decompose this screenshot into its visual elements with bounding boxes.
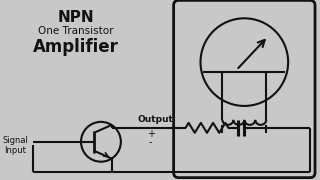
Text: Output: Output <box>138 115 174 124</box>
Text: -: - <box>149 137 152 147</box>
Text: One Transistor: One Transistor <box>38 26 114 36</box>
Text: NPN: NPN <box>58 10 94 25</box>
Text: Amplifier: Amplifier <box>33 38 119 56</box>
Text: Signal
Input: Signal Input <box>2 136 28 155</box>
Text: +: + <box>147 129 155 139</box>
